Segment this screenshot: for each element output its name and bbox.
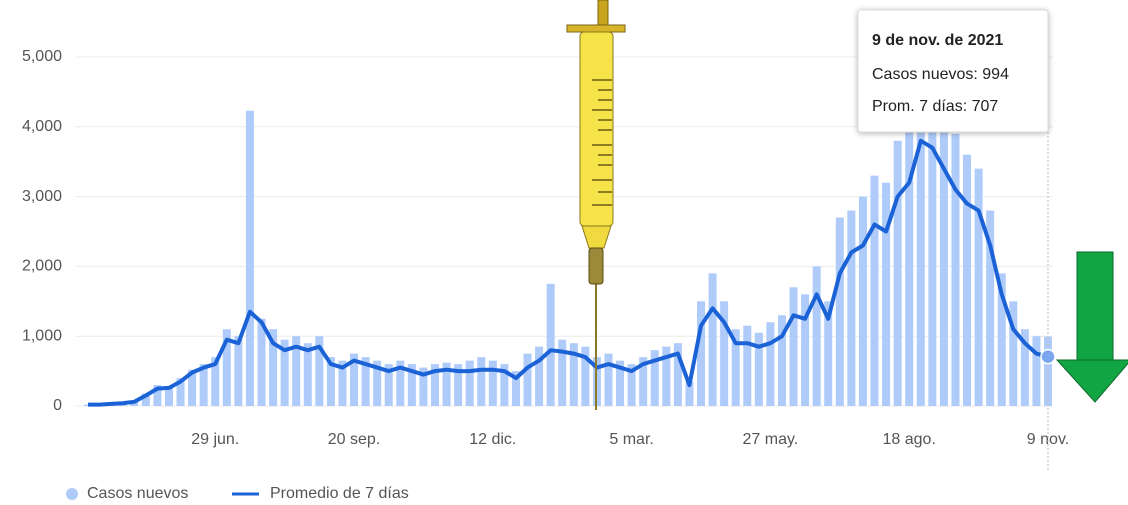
bar	[304, 343, 312, 406]
bar	[697, 301, 705, 406]
bar	[951, 134, 959, 406]
bar	[466, 361, 474, 406]
bar	[905, 120, 913, 406]
bar	[755, 333, 763, 406]
bar	[1032, 336, 1040, 406]
y-tick-label: 4,000	[22, 118, 62, 135]
line	[88, 141, 1048, 405]
bar	[257, 319, 265, 406]
bar	[975, 169, 983, 406]
tooltip-line: Casos nuevos: 994	[872, 66, 1009, 83]
bar	[547, 284, 555, 406]
x-tick-label: 27 may.	[743, 431, 799, 448]
bar	[743, 326, 751, 406]
chart: 0 1,000 2,000 3,000 4,000 5,000 29 jun. 20 sep.…	[0, 0, 1128, 505]
legend-label: Promedio de 7 días	[270, 485, 409, 502]
x-tick-label: 29 jun.	[191, 431, 239, 448]
bar	[871, 176, 879, 406]
legend-label: Casos nuevos	[87, 485, 188, 502]
bar	[477, 357, 485, 406]
tooltip: 9 de nov. de 2021 Casos nuevos: 994 Prom…	[858, 10, 1048, 132]
y-tick-label: 3,000	[22, 188, 62, 205]
bar	[836, 218, 844, 406]
bar	[709, 273, 717, 406]
legend-marker	[66, 488, 78, 500]
bar	[524, 354, 532, 406]
y-tick-label: 1,000	[22, 327, 62, 344]
x-tick-label: 12 dic.	[469, 431, 516, 448]
bar	[790, 287, 798, 406]
tooltip-line: Prom. 7 días: 707	[872, 98, 998, 115]
y-tick-label: 2,000	[22, 258, 62, 275]
bar	[489, 361, 497, 406]
x-tick-label: 18 ago.	[883, 431, 936, 448]
tooltip-title: 9 de nov. de 2021	[872, 32, 1003, 49]
bar	[859, 197, 867, 406]
bar	[894, 141, 902, 406]
bar	[963, 155, 971, 406]
bar	[847, 211, 855, 406]
x-tick-label: 20 sep.	[328, 431, 380, 448]
bar	[813, 266, 821, 406]
legend: Casos nuevos Promedio de 7 días	[66, 485, 409, 502]
bar	[940, 113, 948, 406]
bar	[604, 354, 612, 406]
down-arrow-illustration	[1057, 252, 1128, 402]
hover-point	[1041, 350, 1055, 364]
bar	[766, 322, 774, 406]
y-tick-label: 5,000	[22, 48, 62, 65]
x-tick-label: 5 mar.	[609, 431, 653, 448]
bar	[1044, 337, 1052, 406]
y-tick-label: 0	[53, 397, 62, 414]
bar	[928, 92, 936, 406]
bar	[246, 111, 254, 406]
bar	[234, 336, 242, 406]
bar	[882, 183, 890, 406]
